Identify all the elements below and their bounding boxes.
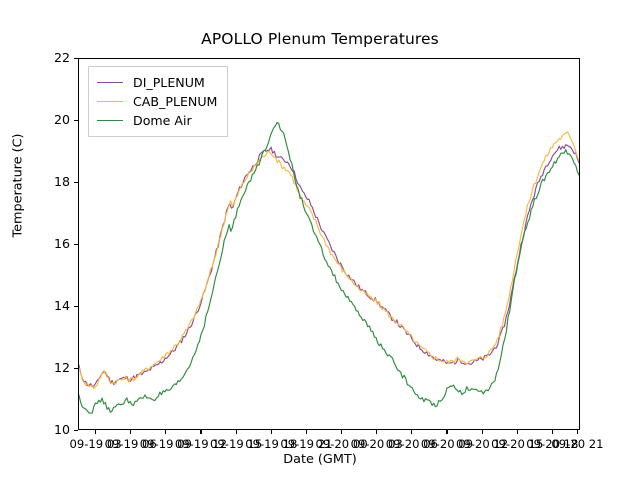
y-tick-mark bbox=[74, 243, 78, 245]
x-tick-label-2: 09-19 09 bbox=[139, 437, 192, 451]
x-tick-mark bbox=[411, 430, 413, 434]
y-tick-mark bbox=[74, 367, 78, 369]
series-line-cab-plenum bbox=[79, 132, 579, 389]
legend-swatch-icon bbox=[97, 101, 123, 102]
x-tick-mark bbox=[235, 430, 237, 434]
legend-item-label: DI_PLENUM bbox=[133, 75, 205, 90]
x-tick-label-7: 09-20 00 bbox=[315, 437, 368, 451]
y-tick-mark bbox=[74, 57, 78, 59]
x-tick-mark bbox=[130, 430, 132, 434]
plot-area bbox=[78, 58, 580, 430]
legend-item-dome-air[interactable]: Dome Air bbox=[97, 111, 217, 130]
x-tick-label-6: 09-19 21 bbox=[280, 437, 333, 451]
y-tick-label-14: 14 bbox=[53, 298, 70, 313]
y-tick-label-20: 20 bbox=[53, 112, 70, 127]
y-axis-label: Temperature (C) bbox=[10, 133, 26, 238]
x-tick-mark bbox=[305, 430, 307, 434]
legend-item-cab-plenum[interactable]: CAB_PLENUM bbox=[97, 92, 217, 111]
x-axis-label: Date (GMT) bbox=[283, 452, 357, 467]
legend-item-di-plenum[interactable]: DI_PLENUM bbox=[97, 73, 217, 92]
x-tick-mark bbox=[576, 430, 579, 434]
x-tick-mark bbox=[516, 430, 518, 434]
series-lines bbox=[79, 59, 579, 429]
y-tick-mark bbox=[74, 181, 78, 183]
x-tick-mark bbox=[200, 430, 202, 434]
legend: DI_PLENUM CAB_PLENUM Dome Air bbox=[88, 66, 229, 137]
x-tick-mark bbox=[551, 430, 553, 434]
x-tick-label-0: 09-19 03 bbox=[69, 437, 122, 451]
x-tick-mark bbox=[446, 430, 448, 434]
x-tick-label-9: 09-20 06 bbox=[385, 437, 438, 451]
legend-item-label: Dome Air bbox=[133, 113, 192, 128]
series-line-dome-air bbox=[79, 122, 579, 413]
x-tick-label-3: 09-19 12 bbox=[174, 437, 228, 451]
x-tick-label-12: 09-20 15 bbox=[491, 437, 544, 451]
y-tick-mark bbox=[74, 305, 78, 307]
x-tick-mark bbox=[341, 430, 343, 434]
y-tick-label-16: 16 bbox=[53, 236, 70, 251]
x-tick-label-5: 09-19 18 bbox=[245, 437, 298, 451]
y-tick-label-22: 22 bbox=[53, 50, 70, 65]
y-tick-label-18: 18 bbox=[53, 174, 70, 189]
y-tick-mark bbox=[74, 429, 78, 431]
legend-swatch-icon bbox=[97, 82, 123, 83]
x-tick-mark bbox=[481, 430, 483, 434]
legend-item-label: CAB_PLENUM bbox=[133, 94, 218, 109]
x-tick-mark bbox=[376, 430, 378, 434]
series-line-di-plenum bbox=[79, 145, 579, 387]
x-tick-mark bbox=[165, 430, 167, 434]
y-tick-label-10: 10 bbox=[53, 422, 70, 437]
x-tick-label-8: 09-20 03 bbox=[350, 437, 403, 451]
y-tick-label-12: 12 bbox=[53, 360, 70, 375]
legend-swatch-icon bbox=[97, 120, 123, 121]
x-tick-mark bbox=[95, 430, 97, 434]
x-tick-label-11: 09-20 12 bbox=[456, 437, 509, 451]
x-tick-label-14: 09-20 21 bbox=[551, 437, 604, 451]
x-tick-label-13: 09-20 18 bbox=[526, 437, 579, 451]
y-tick-mark bbox=[74, 119, 78, 121]
x-tick-label-1: 09-19 06 bbox=[104, 437, 157, 451]
x-tick-label-10: 09-20 09 bbox=[420, 437, 474, 451]
page-title: APOLLO Plenum Temperatures bbox=[201, 30, 439, 48]
x-tick-mark bbox=[270, 430, 272, 434]
x-tick-label-4: 09-19 15 bbox=[210, 437, 263, 451]
